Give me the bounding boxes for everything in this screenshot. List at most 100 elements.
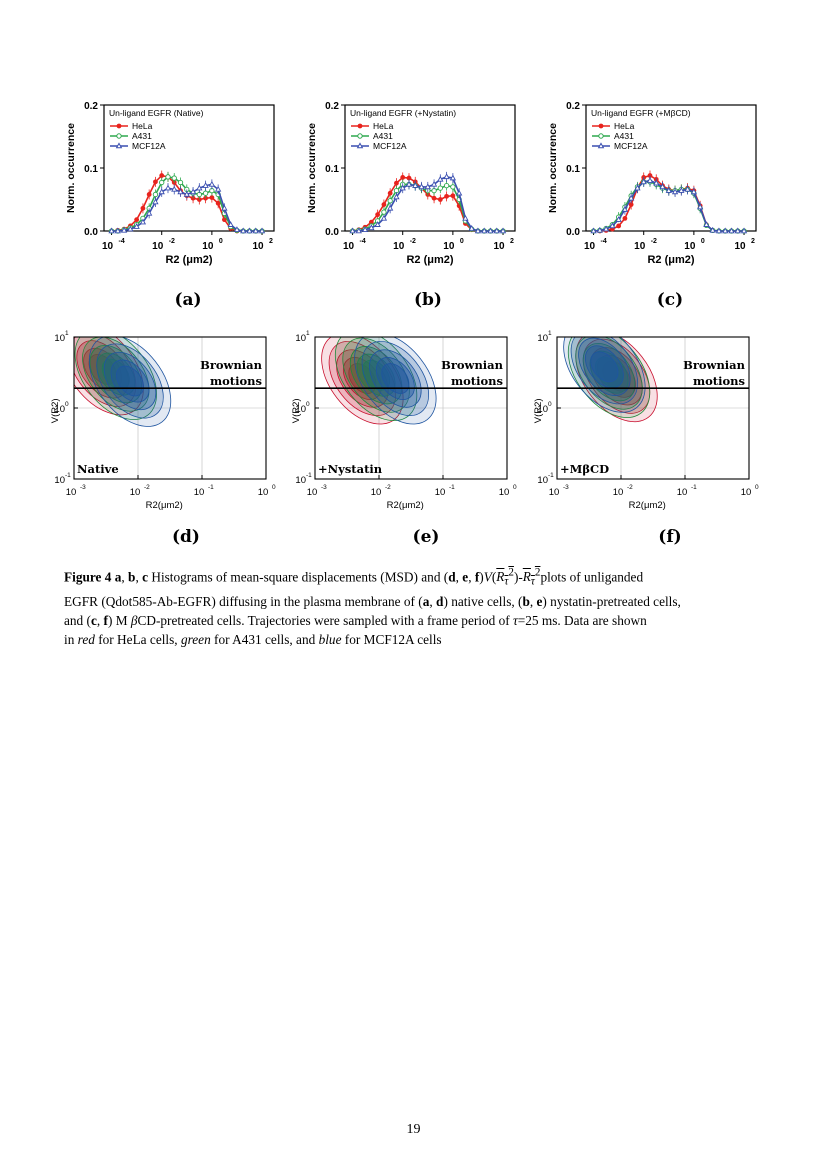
y-axis-label: Norm. occurrence bbox=[547, 123, 559, 213]
data-point-A431 bbox=[152, 191, 159, 198]
x-tick-exponent: 0 bbox=[272, 484, 276, 491]
contour-MCF12A bbox=[578, 337, 631, 396]
data-point-MCF12A bbox=[424, 183, 431, 190]
x-axis-label: R2 (μm2) bbox=[647, 254, 694, 266]
x-axis-label: R2 (μm2) bbox=[165, 254, 212, 266]
condition-label: +Nystatin bbox=[318, 462, 383, 476]
legend-label: MCF12A bbox=[132, 141, 166, 151]
x-tick-exponent: 0 bbox=[701, 238, 705, 245]
data-point-MCF12A bbox=[462, 214, 469, 221]
annotation-brownian: Brownian bbox=[683, 358, 746, 372]
caption-ref: e bbox=[536, 594, 543, 610]
caption-text: ) native cells, ( bbox=[443, 594, 523, 610]
caption-text: Histograms of mean-square displacements … bbox=[148, 569, 449, 585]
x-tick-label: 10 bbox=[258, 487, 269, 498]
data-point-MCF12A bbox=[127, 225, 134, 232]
data-point-HeLa bbox=[215, 200, 221, 206]
data-point-HeLa bbox=[628, 202, 634, 207]
data-point-MCF12A bbox=[590, 227, 597, 234]
data-point-MCF12A bbox=[665, 187, 672, 193]
data-point-MCF12A bbox=[146, 209, 153, 216]
caption-math: τ bbox=[530, 576, 535, 589]
x-axis-label: R2(μm2) bbox=[629, 500, 666, 511]
y-tick-label: 10 bbox=[295, 404, 306, 415]
data-point-MCF12A bbox=[474, 227, 482, 234]
data-point-MCF12A bbox=[202, 182, 209, 188]
data-point-A431 bbox=[202, 190, 209, 196]
contour-MCF12A bbox=[563, 337, 646, 413]
data-point-MCF12A bbox=[493, 227, 500, 234]
data-point-HeLa bbox=[450, 193, 456, 199]
legend-label: A431 bbox=[373, 131, 393, 141]
legend-marker bbox=[598, 133, 604, 139]
x-tick-label: 10 bbox=[499, 487, 510, 498]
legend-marker bbox=[116, 123, 122, 129]
y-axis-label: Norm. occurrence bbox=[306, 123, 318, 213]
y-axis-label: V(R2) bbox=[533, 398, 544, 423]
histogram-chart-a: 0.0 0.1 0.2 10 -4 10 -2 10 0 10 2 Norm. occurrence R… bbox=[65, 101, 275, 266]
x-tick-label: 10 bbox=[252, 241, 264, 252]
caption-color-red: red bbox=[77, 632, 95, 648]
x-tick-label: 10 bbox=[307, 487, 318, 498]
data-point-A431 bbox=[159, 179, 165, 186]
plot-frame bbox=[103, 104, 275, 232]
data-point-HeLa bbox=[146, 192, 152, 197]
histogram-panel-b: 0.0 0.1 0.2 10 -4 10 -2 10 0 10 2 Norm. occurrence R… bbox=[303, 95, 528, 285]
data-point-HeLa bbox=[622, 216, 628, 221]
legend-marker bbox=[598, 123, 604, 129]
plot-frame bbox=[344, 104, 516, 232]
x-tick-label: 10 bbox=[684, 241, 696, 252]
y-tick-label: 0.2 bbox=[566, 101, 580, 112]
x-tick-exponent: 0 bbox=[513, 484, 517, 491]
caption-text: and ( bbox=[64, 613, 91, 629]
data-point-MCF12A bbox=[214, 185, 222, 192]
data-point-MCF12A bbox=[443, 173, 450, 180]
data-point-HeLa bbox=[431, 195, 437, 201]
legend-marker bbox=[597, 142, 605, 149]
caption-ref: e bbox=[462, 569, 469, 585]
annotation-brownian: Brownian bbox=[441, 358, 504, 372]
y-tick-exponent: 1 bbox=[65, 330, 69, 337]
x-tick-exponent: -1 bbox=[449, 484, 455, 491]
panel-label-e: (e) bbox=[412, 527, 440, 547]
y-axis-label: V(R2) bbox=[50, 398, 61, 423]
x-tick-exponent: -1 bbox=[691, 484, 697, 491]
y-axis-label: Norm. occurrence bbox=[65, 123, 77, 213]
panel-label-f: (f) bbox=[658, 527, 682, 547]
chart-title: Un-ligand EGFR (Native) bbox=[109, 108, 204, 118]
x-tick-exponent: -3 bbox=[321, 484, 327, 491]
data-point-MCF12A bbox=[183, 190, 190, 197]
contour-A431 bbox=[342, 337, 410, 413]
data-point-MCF12A bbox=[653, 179, 660, 186]
y-tick-label: 0.2 bbox=[84, 101, 98, 112]
caption-line-4: in red for HeLa cells, green for A431 ce… bbox=[64, 630, 764, 649]
y-tick-label: 10 bbox=[537, 475, 548, 486]
x-tick-label: 10 bbox=[371, 487, 382, 498]
legend-marker bbox=[357, 123, 363, 129]
y-tick-exponent: 0 bbox=[548, 401, 552, 408]
x-tick-exponent: 2 bbox=[751, 238, 755, 245]
x-tick-label: 10 bbox=[634, 241, 646, 252]
data-point-A431 bbox=[450, 184, 456, 190]
data-point-MCF12A bbox=[690, 188, 698, 195]
caption-figure-lead: Figure 4 bbox=[64, 569, 112, 585]
y-tick-exponent: 0 bbox=[306, 401, 310, 408]
caption-line-2: EGFR (Qdot585-Ab-EGFR) diffusing in the … bbox=[64, 594, 681, 610]
data-point-HeLa bbox=[406, 175, 412, 181]
x-axis-label: R2 (μm2) bbox=[406, 254, 453, 266]
panel-label-d: (d) bbox=[172, 527, 200, 547]
legend-label: A431 bbox=[132, 131, 152, 141]
x-tick-exponent: -2 bbox=[627, 484, 633, 491]
caption-text: for MCF12A cells bbox=[341, 632, 442, 648]
contour-panel-e: Brownian motions +Nystatin 10 -1 10 0 10 1 10 -3 10… bbox=[291, 322, 521, 522]
data-point-MCF12A bbox=[139, 218, 147, 225]
data-point-MCF12A bbox=[602, 225, 610, 232]
data-point-HeLa bbox=[444, 193, 449, 199]
data-point-MCF12A bbox=[430, 180, 438, 187]
caption-ref: c bbox=[142, 569, 149, 585]
data-point-HeLa bbox=[616, 223, 622, 229]
data-point-MCF12A bbox=[349, 227, 356, 234]
data-point-MCF12A bbox=[393, 193, 400, 200]
data-point-MCF12A bbox=[703, 221, 710, 227]
x-axis-label: R2(μm2) bbox=[146, 500, 183, 511]
